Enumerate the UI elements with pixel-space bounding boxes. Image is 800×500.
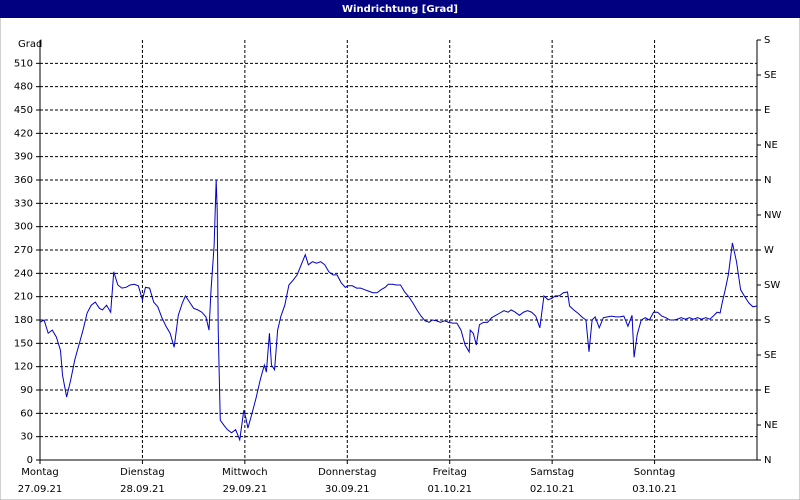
y2-tick-label: N — [764, 455, 771, 466]
x-tick-label: Sonntag — [634, 467, 676, 478]
y-tick-label: 450 — [14, 105, 33, 116]
y2-tick-label: W — [764, 245, 774, 256]
y-tick-label: 330 — [14, 198, 33, 209]
x-tick-label: Freitag — [433, 467, 467, 478]
y-tick-label: 360 — [14, 175, 33, 186]
x-tick-label: Donnerstag — [318, 467, 376, 478]
y-tick-label: 390 — [14, 152, 33, 163]
x-tick-date: 27.09.21 — [18, 484, 63, 495]
y-tick-label: 180 — [14, 315, 33, 326]
y-tick-label: 90 — [20, 385, 33, 396]
y2-tick-label: S — [764, 315, 770, 326]
x-tick-date: 30.09.21 — [325, 484, 370, 495]
y2-tick-label: SW — [764, 280, 780, 291]
x-tick-date: 01.10.21 — [427, 484, 472, 495]
y-tick-label: 0 — [27, 455, 33, 466]
y-tick-label: 30 — [20, 432, 33, 443]
data-line — [39, 179, 758, 442]
y-tick-label: 60 — [20, 408, 33, 419]
y-tick-label: 420 — [14, 128, 33, 139]
y2-tick-label: E — [764, 385, 770, 396]
y-tick-label: 270 — [14, 245, 33, 256]
y-tick-label: 300 — [14, 222, 33, 233]
x-tick-label: Dienstag — [120, 467, 165, 478]
x-tick-label: Mittwoch — [222, 467, 267, 478]
x-tick-date: 03.10.21 — [632, 484, 677, 495]
x-tick-label: Montag — [21, 467, 58, 478]
y-tick-label: 480 — [14, 82, 33, 93]
title-bar — [0, 0, 800, 18]
y2-tick-label: NW — [764, 210, 781, 221]
y-tick-label: 210 — [14, 292, 33, 303]
y-tick-label: 510 — [14, 58, 33, 69]
y2-tick-label: E — [764, 105, 770, 116]
y2-tick-label: NE — [764, 140, 778, 151]
y-tick-label: 240 — [14, 268, 33, 279]
x-tick-date: 29.09.21 — [223, 484, 268, 495]
y-tick-label: 120 — [14, 362, 33, 373]
y2-tick-label: NE — [764, 420, 778, 431]
y-axis-label: Grad — [18, 39, 42, 50]
x-tick-date: 02.10.21 — [530, 484, 575, 495]
y2-tick-label: N — [764, 175, 771, 186]
chart-title: Windrichtung [Grad] — [342, 4, 458, 15]
y2-tick-label: SE — [764, 350, 777, 361]
x-tick-label: Samstag — [530, 467, 574, 478]
y2-tick-label: S — [764, 35, 770, 46]
y-tick-label: 150 — [14, 338, 33, 349]
y2-tick-label: SE — [764, 70, 777, 81]
x-tick-date: 28.09.21 — [120, 484, 165, 495]
